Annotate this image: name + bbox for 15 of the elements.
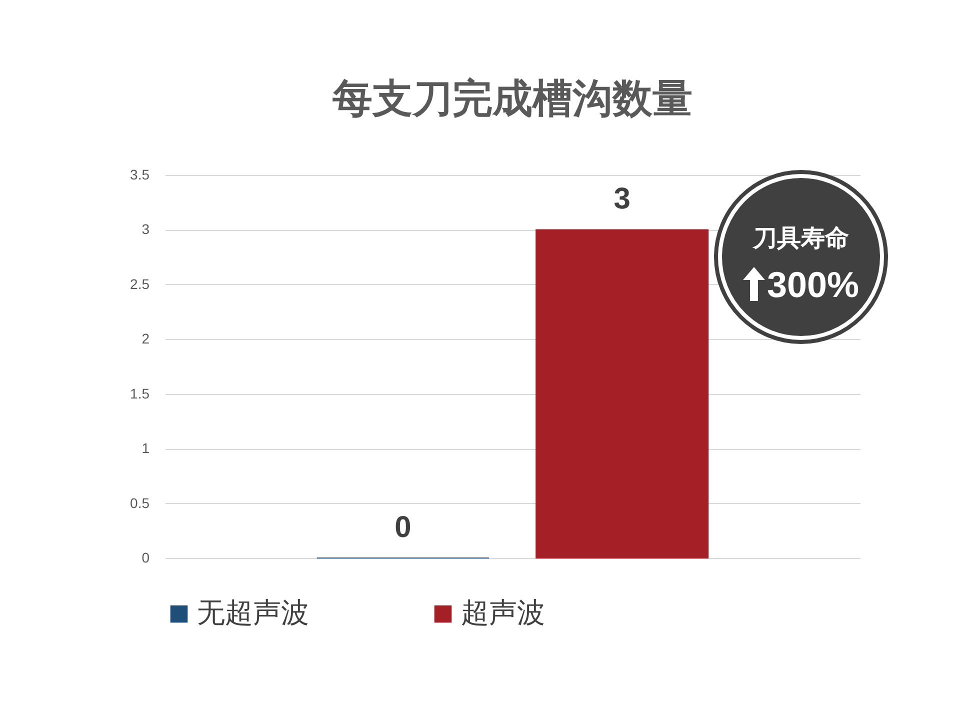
annotation: 刀具寿命: [751, 223, 850, 254]
annotation: 300%: [766, 264, 860, 305]
data-label: 3: [614, 182, 630, 216]
y-tick-label: 2: [142, 330, 150, 347]
y-tick-label: 1.5: [130, 385, 150, 402]
y-tick-label: 0.5: [130, 494, 150, 511]
y-tick-label: 1: [142, 440, 150, 456]
y-tick-label: 0: [142, 550, 150, 566]
y-tick-label: 3: [142, 221, 150, 238]
y-tick-label: 3.5: [130, 166, 150, 182]
legend-label: 无超声波: [197, 596, 309, 629]
y-tick-label: 2.5: [130, 276, 150, 292]
data-label: 0: [394, 511, 412, 544]
chart-title: 每支刀完成槽沟数量: [332, 76, 692, 122]
legend-label: 超声波: [461, 596, 545, 629]
